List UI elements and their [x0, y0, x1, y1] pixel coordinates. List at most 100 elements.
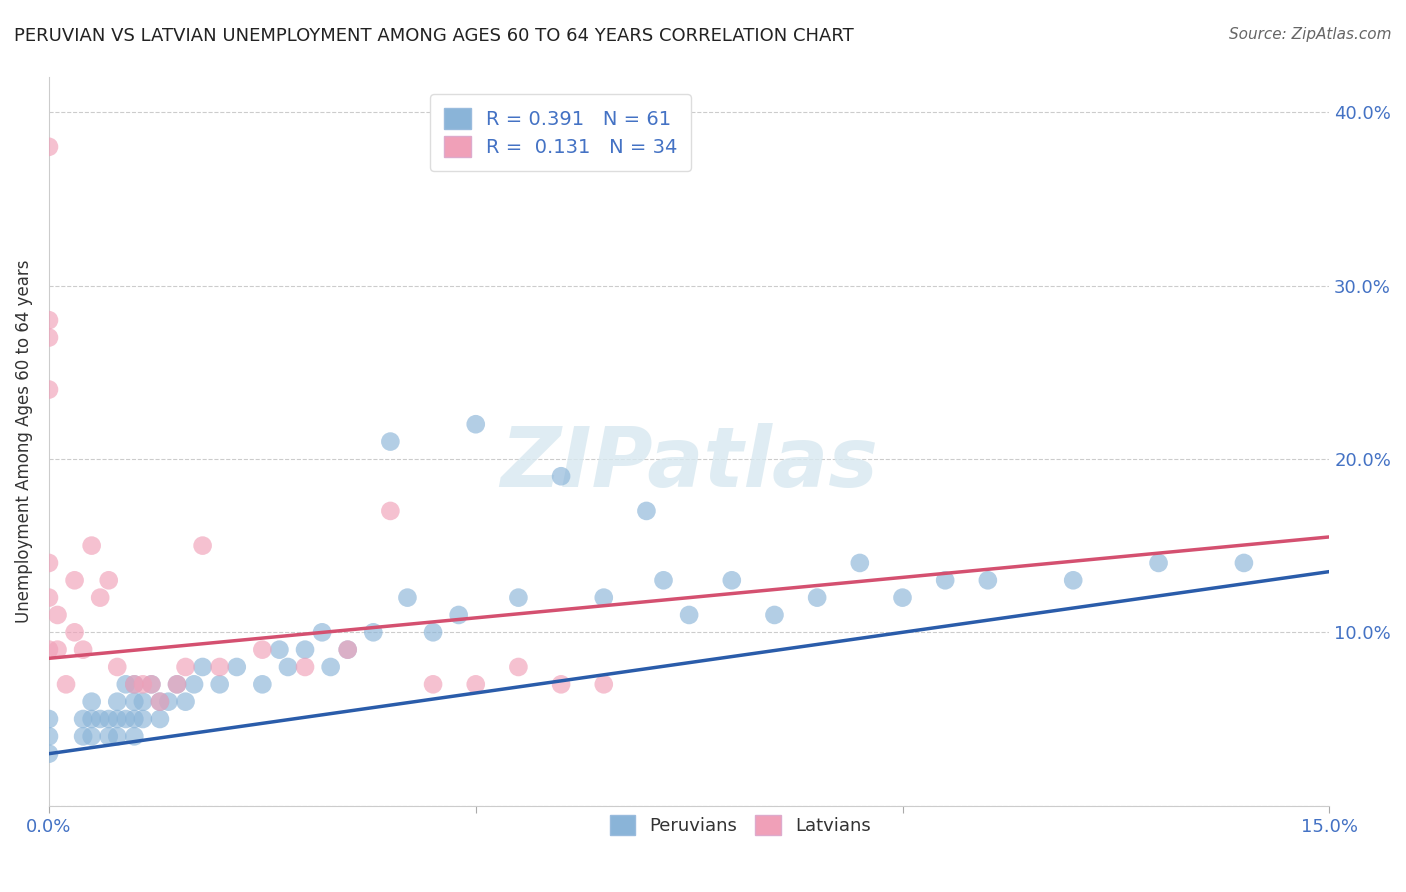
Point — [174, 660, 197, 674]
Point — [464, 677, 486, 691]
Point — [225, 660, 247, 674]
Text: ZIPatlas: ZIPatlas — [501, 423, 879, 504]
Point — [97, 712, 120, 726]
Point — [891, 591, 914, 605]
Point — [149, 712, 172, 726]
Point — [422, 677, 444, 691]
Point — [252, 677, 274, 691]
Point — [149, 695, 172, 709]
Point — [141, 677, 163, 691]
Point — [363, 625, 385, 640]
Point — [72, 642, 94, 657]
Point — [208, 660, 231, 674]
Point — [132, 712, 155, 726]
Point — [124, 695, 146, 709]
Point — [38, 729, 60, 743]
Point — [124, 677, 146, 691]
Point — [678, 607, 700, 622]
Point — [336, 642, 359, 657]
Point — [183, 677, 205, 691]
Point — [38, 591, 60, 605]
Point — [166, 677, 188, 691]
Point — [132, 677, 155, 691]
Point — [380, 504, 402, 518]
Point — [38, 556, 60, 570]
Point — [114, 677, 136, 691]
Point — [38, 642, 60, 657]
Point — [508, 660, 530, 674]
Point — [89, 712, 111, 726]
Point — [191, 660, 214, 674]
Point — [934, 574, 956, 588]
Point — [124, 712, 146, 726]
Point — [422, 625, 444, 640]
Point — [80, 695, 103, 709]
Point — [141, 677, 163, 691]
Point — [149, 695, 172, 709]
Point — [46, 607, 69, 622]
Point — [105, 660, 128, 674]
Point — [80, 712, 103, 726]
Point — [294, 660, 316, 674]
Point — [132, 695, 155, 709]
Point — [72, 712, 94, 726]
Point — [55, 677, 77, 691]
Point — [252, 642, 274, 657]
Point — [80, 729, 103, 743]
Y-axis label: Unemployment Among Ages 60 to 64 years: Unemployment Among Ages 60 to 64 years — [15, 260, 32, 624]
Point — [396, 591, 419, 605]
Point — [38, 712, 60, 726]
Point — [636, 504, 658, 518]
Point — [447, 607, 470, 622]
Point — [124, 677, 146, 691]
Point — [1062, 574, 1084, 588]
Point — [38, 330, 60, 344]
Point — [97, 574, 120, 588]
Point — [80, 539, 103, 553]
Point — [380, 434, 402, 449]
Point — [977, 574, 1000, 588]
Legend: Peruvians, Latvians: Peruvians, Latvians — [600, 806, 880, 844]
Point — [311, 625, 333, 640]
Point — [114, 712, 136, 726]
Point — [464, 417, 486, 432]
Point — [592, 591, 614, 605]
Point — [38, 313, 60, 327]
Point — [550, 469, 572, 483]
Point — [63, 574, 86, 588]
Point — [97, 729, 120, 743]
Point — [46, 642, 69, 657]
Point — [105, 712, 128, 726]
Point — [652, 574, 675, 588]
Point — [174, 695, 197, 709]
Point — [849, 556, 872, 570]
Point — [89, 591, 111, 605]
Point — [592, 677, 614, 691]
Point — [105, 729, 128, 743]
Point — [319, 660, 342, 674]
Point — [806, 591, 828, 605]
Point — [38, 140, 60, 154]
Point — [38, 383, 60, 397]
Point — [63, 625, 86, 640]
Point — [763, 607, 786, 622]
Point — [277, 660, 299, 674]
Point — [208, 677, 231, 691]
Point — [294, 642, 316, 657]
Point — [38, 747, 60, 761]
Point — [105, 695, 128, 709]
Point — [336, 642, 359, 657]
Point — [72, 729, 94, 743]
Point — [1233, 556, 1256, 570]
Point — [1147, 556, 1170, 570]
Point — [720, 574, 742, 588]
Point — [157, 695, 180, 709]
Point — [166, 677, 188, 691]
Point — [124, 729, 146, 743]
Text: PERUVIAN VS LATVIAN UNEMPLOYMENT AMONG AGES 60 TO 64 YEARS CORRELATION CHART: PERUVIAN VS LATVIAN UNEMPLOYMENT AMONG A… — [14, 27, 853, 45]
Point — [508, 591, 530, 605]
Point — [550, 677, 572, 691]
Point — [191, 539, 214, 553]
Point — [269, 642, 291, 657]
Text: Source: ZipAtlas.com: Source: ZipAtlas.com — [1229, 27, 1392, 42]
